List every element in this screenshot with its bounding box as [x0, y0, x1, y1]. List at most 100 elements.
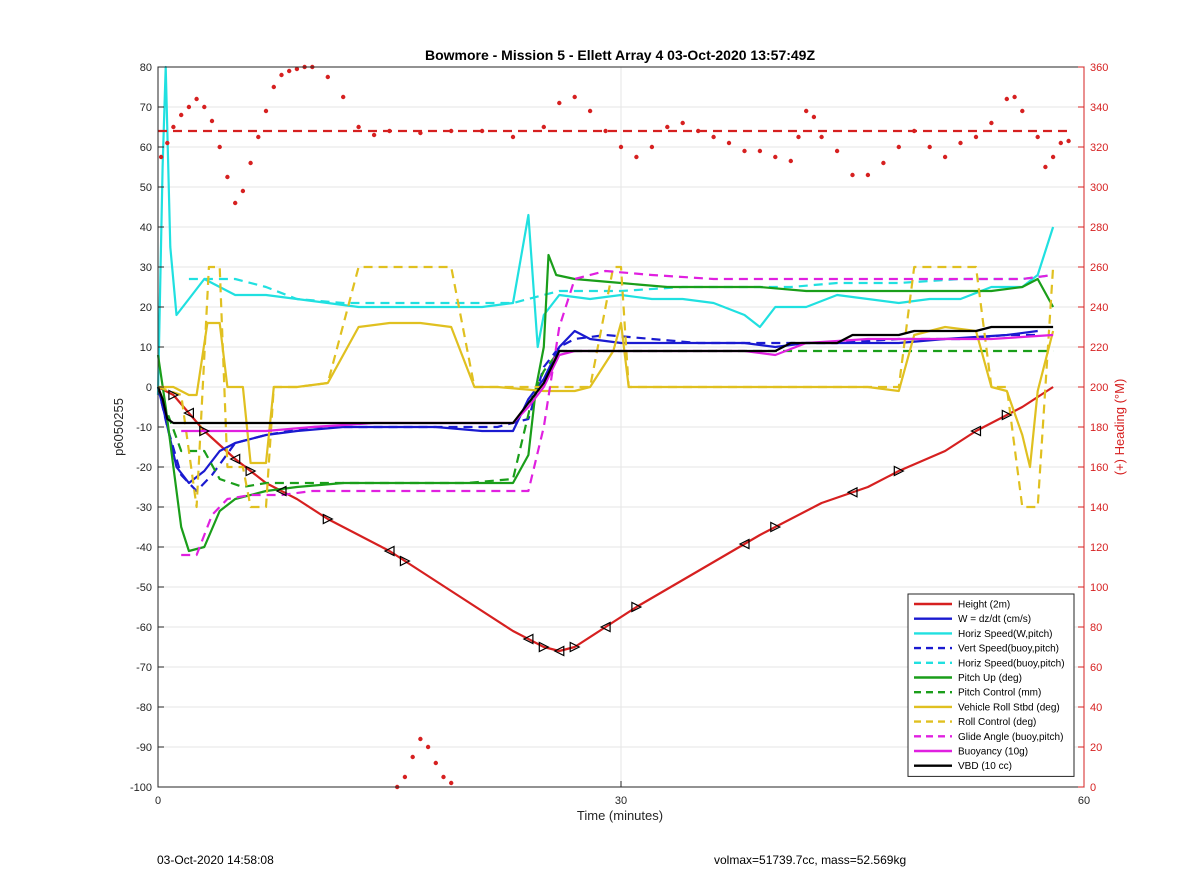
height-markers	[168, 389, 1013, 657]
heading-point	[1012, 94, 1017, 100]
y-tick-label: 80	[140, 62, 152, 74]
heading-point	[618, 144, 624, 150]
heading-point	[711, 134, 716, 140]
height-marker	[245, 465, 257, 477]
heading-point	[796, 134, 801, 140]
heading-point	[209, 118, 215, 124]
y2-tick-label: 300	[1090, 182, 1108, 194]
footer-timestamp: 03-Oct-2020 14:58:08	[157, 853, 274, 867]
heading-point	[680, 120, 685, 126]
heading-point	[240, 188, 246, 194]
heading-point	[171, 124, 176, 130]
heading-point	[1058, 140, 1064, 146]
legend-label-pitch-control-mm: Pitch Control (mm)	[958, 688, 1041, 699]
y-tick-label: -60	[136, 622, 152, 634]
y-tick-label: -30	[136, 502, 152, 514]
y-tick-label: -40	[136, 542, 152, 554]
heading-point	[294, 66, 300, 72]
height-marker	[275, 485, 287, 497]
heading-point	[773, 154, 778, 160]
heading-point	[425, 744, 431, 750]
heading-point	[217, 144, 222, 150]
height-marker	[1001, 409, 1013, 421]
heading-point	[572, 94, 577, 100]
heading-point	[942, 154, 948, 160]
y2-tick-label: 200	[1090, 382, 1108, 394]
heading-point	[279, 72, 284, 78]
heading-point	[233, 200, 238, 206]
y2-tick-label: 120	[1090, 542, 1108, 554]
heading-point	[541, 124, 546, 130]
heading-point	[194, 96, 199, 102]
heading-point	[158, 154, 164, 160]
footer-volmax-mass: volmax=51739.7cc, mass=52.569kg	[714, 853, 907, 867]
heading-point	[958, 140, 963, 146]
y2-tick-label: 20	[1090, 742, 1102, 754]
series-layer	[156, 64, 1071, 790]
heading-point	[248, 160, 253, 166]
series-vehicle-roll-stbd-deg	[158, 321, 1055, 469]
heading-point	[410, 754, 415, 760]
heading-point	[433, 760, 438, 766]
height-marker	[538, 641, 550, 653]
y2-tick-label: 60	[1090, 662, 1102, 674]
legend-label-horiz-speed-w-pitch: Horiz Speed(W,pitch)	[958, 629, 1052, 640]
heading-point	[865, 172, 871, 178]
heading-point	[989, 120, 994, 126]
heading-point	[1020, 108, 1025, 114]
legend-box	[907, 593, 1075, 777]
y-tick-label: 70	[140, 102, 152, 114]
height-marker	[199, 425, 211, 437]
y2-tick-label: 220	[1090, 342, 1108, 354]
y-tick-label: 40	[140, 222, 152, 234]
series-heading-fragment	[395, 736, 454, 790]
heading-point	[202, 104, 207, 110]
y-tick-label: -70	[136, 662, 152, 674]
y-tick-label: -80	[136, 702, 152, 714]
legend-label-vehicle-roll-stbd-deg: Vehicle Roll Stbd (deg)	[958, 702, 1060, 713]
y-tick-label: 30	[140, 262, 152, 274]
y-tick-label: 20	[140, 302, 152, 314]
series-pitch-control-mm	[156, 349, 1054, 489]
y2-tick-label: 180	[1090, 422, 1108, 434]
y-tick-label: 10	[140, 342, 152, 354]
series-glide-angle-buoy-pitch	[181, 269, 1054, 557]
heading-point	[256, 134, 261, 140]
y-tick-label: 60	[140, 142, 152, 154]
legend-label-buoyancy-10g: Buoyancy (10g)	[958, 747, 1028, 758]
height-marker	[738, 538, 750, 550]
heading-point	[665, 124, 670, 130]
heading-point	[1050, 154, 1056, 160]
series-w-dz-dt-cm-s	[156, 329, 1038, 485]
legend-label-height-2m: Height (2m)	[958, 600, 1010, 611]
height-marker	[168, 389, 180, 401]
y2-tick-label: 160	[1090, 462, 1108, 474]
heading-point	[225, 174, 230, 180]
y2-tick-label: 280	[1090, 222, 1108, 234]
y2-tick-label: 360	[1090, 62, 1108, 74]
x-axis-label: Time (minutes)	[577, 808, 663, 823]
heading-point	[325, 74, 330, 80]
y2-tick-label: 320	[1090, 142, 1108, 154]
height-marker	[770, 521, 782, 533]
height-marker	[183, 407, 194, 419]
heading-point	[287, 68, 292, 74]
y-tick-label: -90	[136, 742, 152, 754]
heading-point	[1043, 164, 1048, 170]
legend-label-roll-control-deg: Roll Control (deg)	[958, 717, 1036, 728]
legend-label-vbd-10-cc: VBD (10 cc)	[958, 761, 1012, 772]
heading-point	[811, 114, 817, 120]
y2-axis-label: (+) Heading (°M)	[1112, 379, 1127, 476]
y-tick-label: -50	[136, 582, 152, 594]
heading-point	[418, 736, 423, 742]
series-heading	[158, 64, 1071, 206]
legend-label-horiz-speed-buoy-pitch: Horiz Speed(buoy,pitch)	[958, 658, 1065, 669]
y2-tick-label: 40	[1090, 702, 1102, 714]
height-marker	[569, 641, 581, 653]
y2-tick-label: 260	[1090, 262, 1108, 274]
heading-point	[179, 112, 184, 118]
height-marker	[322, 513, 334, 525]
x-tick-label: 60	[1078, 795, 1090, 807]
y-axis-label: p6050255	[111, 398, 126, 456]
